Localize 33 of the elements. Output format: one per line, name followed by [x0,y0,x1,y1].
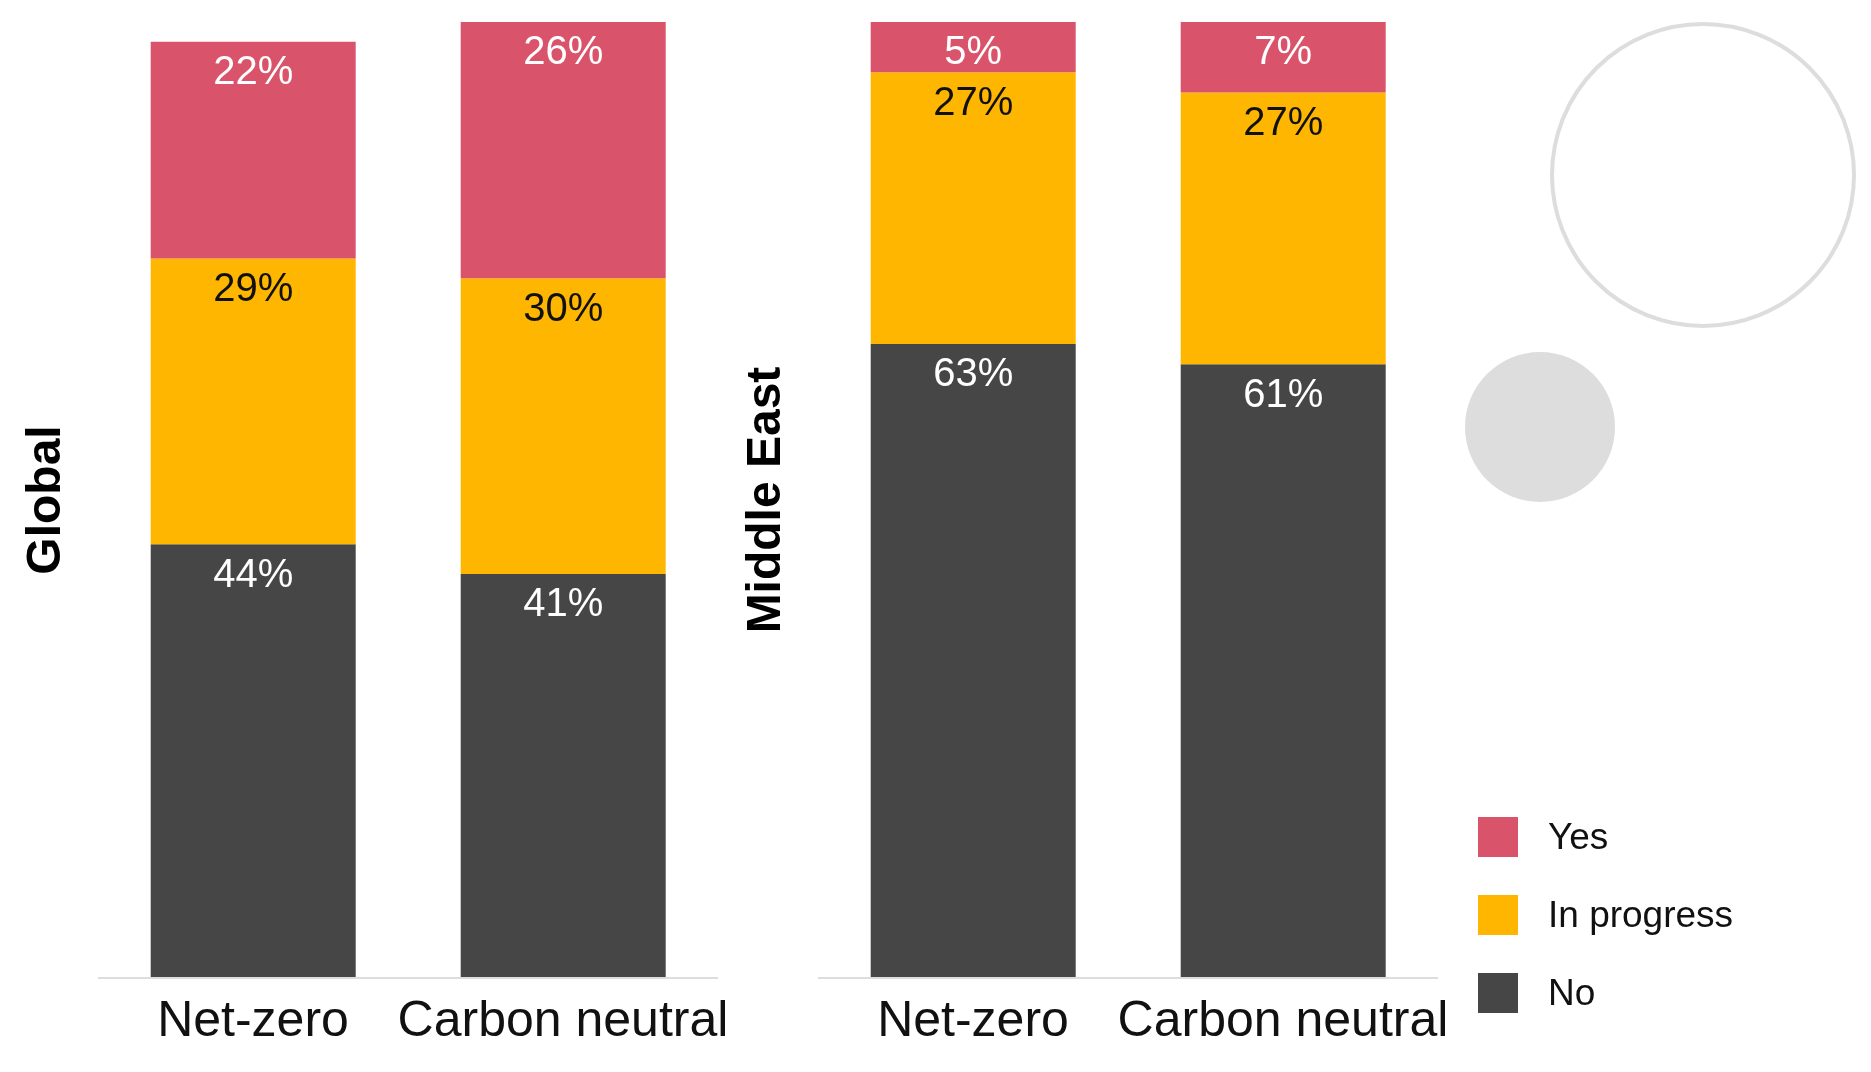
bar [150,258,356,545]
bar [460,22,666,279]
x-tick-label: Carbon neutral [1117,990,1449,1047]
bar [150,544,356,978]
x-tick-label: Net-zero [157,990,349,1047]
bar [870,72,1076,345]
bar [1180,92,1386,365]
x-tick-label: Net-zero [877,990,1069,1047]
data-label: 61% [1243,370,1324,415]
legend-label: Yes [1548,816,1609,858]
bar [460,573,666,978]
data-label: 41% [523,580,604,625]
y-axis-title: Middle East [737,366,791,634]
bar [460,278,666,574]
bar [870,22,1076,73]
data-label: 22% [213,48,294,93]
y-axis-title: Global [17,425,71,575]
data-label: 63% [933,350,1014,395]
data-label: 27% [933,78,1014,123]
bar [150,41,356,259]
bar [1180,22,1386,93]
data-label: 5% [944,28,1003,73]
legend-label: In progress [1548,894,1734,936]
data-label: 27% [1243,98,1324,143]
bar [1180,364,1386,978]
data-label: 26% [523,28,604,73]
data-label: 7% [1254,28,1313,73]
data-label: 30% [523,284,604,329]
legend-label: No [1548,972,1596,1014]
data-label: 29% [213,264,294,309]
data-label: 44% [213,550,294,595]
bar [870,344,1076,978]
x-tick-label: Carbon neutral [397,990,729,1047]
